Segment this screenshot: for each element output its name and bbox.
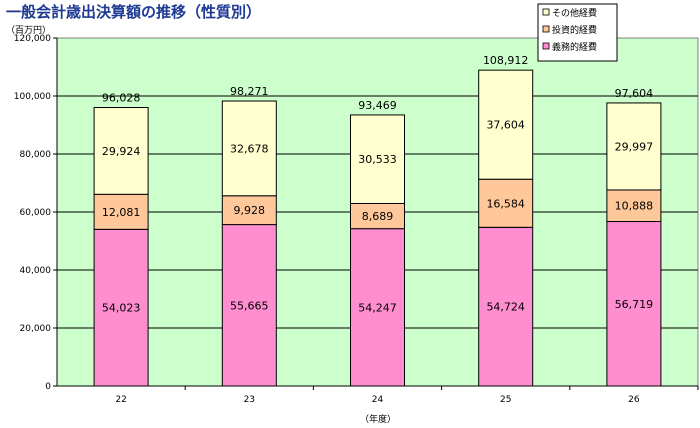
y-tick-label: 100,000 <box>14 92 51 102</box>
bar-segment <box>221 100 277 197</box>
bar-segment <box>350 202 405 230</box>
segment-value-label: 12,081 <box>102 206 141 219</box>
legend-label: 投資的経費 <box>552 24 597 36</box>
bar-segment <box>478 178 534 228</box>
y-tick-label: 40,000 <box>20 266 52 276</box>
segment-value-label: 30,533 <box>358 153 397 166</box>
bars: 54,023 12,081 29,924 96,028 55,665 9,928 32,67… <box>93 54 662 387</box>
total-value-label: 97,604 <box>615 87 654 100</box>
bar-segment <box>478 69 534 180</box>
legend-swatch <box>542 8 550 16</box>
bar-segment <box>93 107 149 195</box>
segment-value-label: 56,719 <box>615 298 654 311</box>
y-tick-label: 80,000 <box>20 150 52 160</box>
legend-box <box>537 3 618 62</box>
x-tick-label: 24 <box>372 395 384 405</box>
total-value-label: 108,912 <box>483 54 529 67</box>
bar-segment <box>93 193 149 230</box>
segment-value-label: 9,928 <box>234 204 266 217</box>
y-axis: 0 20,000 40,000 60,000 80,000 100,000 120,000 <box>14 34 58 392</box>
segment-value-label: 29,924 <box>102 145 141 158</box>
y-tick-label: 0 <box>45 382 51 392</box>
segment-value-label: 8,689 <box>362 210 394 223</box>
bar-segment <box>221 195 277 226</box>
legend-swatch <box>542 42 550 50</box>
x-tick-label: 22 <box>115 395 126 405</box>
total-value-label: 98,271 <box>230 85 269 98</box>
segment-value-label: 54,724 <box>486 301 525 314</box>
segment-value-label: 55,665 <box>230 299 269 312</box>
x-tick-label: 25 <box>500 395 511 405</box>
segment-value-label: 54,247 <box>358 301 397 314</box>
x-axis: 22 23 24 25 26 <box>57 385 699 405</box>
bar-segment <box>606 189 662 223</box>
y-tick-label: 60,000 <box>20 208 52 218</box>
total-value-label: 93,469 <box>358 99 397 112</box>
y-tick-label: 120,000 <box>14 34 51 44</box>
legend-label: その他経費 <box>552 7 597 19</box>
total-value-label: 96,028 <box>102 92 141 105</box>
chart-title: 一般会計歳出決算額の推移（性質別） <box>6 3 261 21</box>
segment-value-label: 29,997 <box>615 140 654 153</box>
legend-label: 義務的経費 <box>552 41 597 53</box>
x-tick-label: 26 <box>628 395 640 405</box>
bar-segment <box>606 102 662 191</box>
segment-value-label: 16,584 <box>486 197 525 210</box>
segment-value-label: 37,604 <box>486 119 525 132</box>
x-axis-title: （年度） <box>360 413 396 425</box>
y-unit-label: （百万円） <box>6 25 51 36</box>
segment-value-label: 54,023 <box>102 302 141 315</box>
bar-segment <box>350 228 405 387</box>
y-tick-label: 20,000 <box>20 324 52 334</box>
x-tick-label: 23 <box>244 395 255 405</box>
segment-value-label: 10,888 <box>615 200 654 213</box>
bar-segment <box>478 226 534 387</box>
segment-value-label: 32,678 <box>230 142 269 155</box>
bar-segment <box>606 221 662 387</box>
bar-segment <box>350 114 405 204</box>
legend-swatch <box>542 25 550 33</box>
bar-segment <box>221 224 277 387</box>
